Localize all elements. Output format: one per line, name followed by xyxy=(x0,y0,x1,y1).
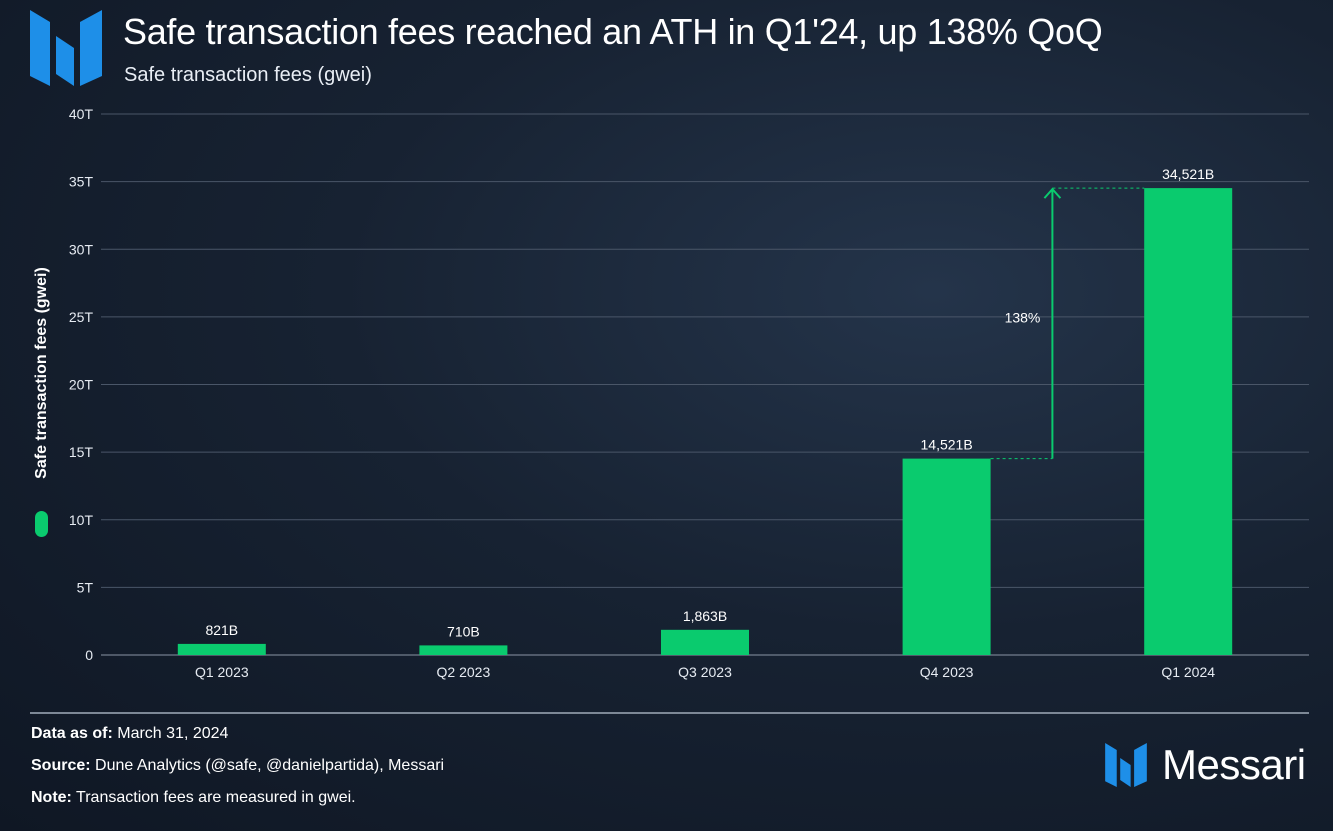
data-as-of-value: March 31, 2024 xyxy=(117,725,229,742)
footer-divider xyxy=(30,712,1309,714)
data-label: 710B xyxy=(447,623,480,639)
y-tick-label: 40T xyxy=(69,106,94,122)
y-tick-label: 20T xyxy=(69,377,94,393)
source-value: Dune Analytics (@safe, @danielpartida), … xyxy=(95,757,445,774)
bar xyxy=(661,629,749,655)
brand: Messari xyxy=(1104,741,1306,789)
bar xyxy=(902,458,991,655)
y-tick-label: 30T xyxy=(69,241,94,257)
footer-data-as-of: Data as of: March 31, 2024 xyxy=(31,725,228,743)
bar xyxy=(177,643,266,655)
growth-annotation-label: 138% xyxy=(1005,309,1041,325)
growth-arrow-head xyxy=(1043,187,1062,199)
source-label: Source: xyxy=(31,757,91,774)
data-label: 34,521B xyxy=(1162,166,1214,182)
x-tick-label: Q4 2023 xyxy=(920,664,974,680)
y-tick-label: 35T xyxy=(69,174,94,190)
note-label: Note: xyxy=(31,789,72,806)
note-value: Transaction fees are measured in gwei. xyxy=(76,789,356,806)
x-tick-label: Q1 2024 xyxy=(1161,664,1215,680)
bar-chart: 0 5T 10T 15T 20T 25T 30T 35T 40T 821B Q1 2023 710B… xyxy=(69,106,1309,680)
footer-source: Source: Dune Analytics (@safe, @danielpa… xyxy=(31,757,444,775)
data-as-of-label: Data as of: xyxy=(31,725,113,742)
y-tick-label: 10T xyxy=(69,512,94,528)
x-tick-label: Q1 2023 xyxy=(195,664,249,680)
brand-name: Messari xyxy=(1162,741,1306,788)
chart-title: Safe transaction fees reached an ATH in … xyxy=(123,11,1103,52)
legend-swatch xyxy=(35,511,48,537)
data-label: 14,521B xyxy=(921,437,973,453)
bar xyxy=(1144,188,1233,656)
y-tick-label: 0 xyxy=(85,647,93,663)
y-tick-label: 25T xyxy=(69,309,94,325)
data-label: 1,863B xyxy=(683,608,727,624)
messari-logo-icon xyxy=(30,10,102,86)
footer-note: Note: Transaction fees are measured in g… xyxy=(31,789,356,807)
chart-subtitle: Safe transaction fees (gwei) xyxy=(124,64,372,86)
data-label: 821B xyxy=(205,622,238,638)
bar xyxy=(419,645,508,655)
y-tick-label: 5T xyxy=(77,579,94,595)
y-tick-label: 15T xyxy=(69,444,94,460)
x-tick-label: Q3 2023 xyxy=(678,664,732,680)
x-tick-label: Q2 2023 xyxy=(437,664,491,680)
messari-logo-icon xyxy=(1105,743,1147,787)
